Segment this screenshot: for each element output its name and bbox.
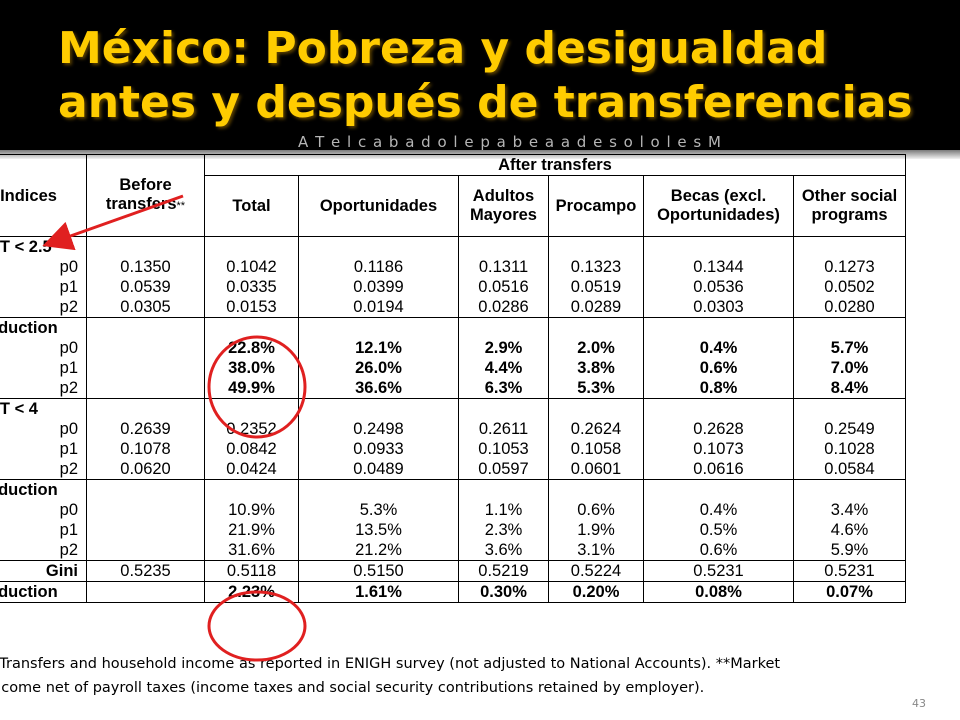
slide-title-line-1: México: Pobreza y desigualdad xyxy=(58,23,828,74)
annotation-circle-gini xyxy=(207,590,307,662)
annotation-circle-reduction xyxy=(207,335,307,439)
table-row: p2 49.9% 36.6% 6.3% 5.3% 0.8% 8.4% xyxy=(0,378,906,399)
section-reduction-fgt-4: Reduction xyxy=(0,479,87,500)
table-row: p1 0.1078 0.0842 0.0933 0.1053 0.1058 0.… xyxy=(0,439,906,459)
slide-title: México: Pobreza y desigualdad antes y de… xyxy=(58,22,938,130)
table-row: p2 0.0620 0.0424 0.0489 0.0597 0.0601 0.… xyxy=(0,459,906,480)
poverty-inequality-table: Indices Before transfers** After transfe… xyxy=(0,154,906,603)
table-row: p0 0.1350 0.1042 0.1186 0.1311 0.1323 0.… xyxy=(0,257,906,277)
table-row: p1 38.0% 26.0% 4.4% 3.8% 0.6% 7.0% xyxy=(0,358,906,378)
table-row: p1 0.0539 0.0335 0.0399 0.0516 0.0519 0.… xyxy=(0,277,906,297)
slide-title-line-2: antes y después de transferencias xyxy=(58,77,913,128)
table-row: p0 0.2639 0.2352 0.2498 0.2611 0.2624 0.… xyxy=(0,419,906,439)
header-before-mark: ** xyxy=(176,199,186,212)
section-gini: Gini xyxy=(0,560,87,582)
background-faded-text: A T e l c a b a d o l e p a b e a a d e … xyxy=(298,133,722,151)
table-row-gini-reduction: Reduction 2.23% 1.61% 0.30% 0.20% 0.08% … xyxy=(0,581,906,603)
page-number: 43 xyxy=(912,697,926,710)
title-bar xyxy=(0,0,960,150)
table-row: p2 31.6% 21.2% 3.6% 3.1% 0.6% 5.9% xyxy=(0,540,906,561)
section-reduction-fgt-2-5: Reduction xyxy=(0,317,87,338)
header-becas: Becas (excl. Oportunidades) xyxy=(643,175,794,237)
table-row: p2 0.0305 0.0153 0.0194 0.0286 0.0289 0.… xyxy=(0,297,906,318)
header-procampo: Procampo xyxy=(548,175,644,237)
header-other-programs: Other social programs xyxy=(793,175,906,237)
section-fgt-4: FGT < 4 xyxy=(0,398,87,419)
header-adultos-mayores: Adultos Mayores xyxy=(458,175,549,237)
footnote-line-2: income net of payroll taxes (income taxe… xyxy=(0,680,705,696)
header-after-transfers: After transfers xyxy=(204,154,906,176)
footnote-line-1: *Transfers and household income as repor… xyxy=(0,656,781,672)
annotation-arrow xyxy=(42,194,184,251)
table-row: p0 22.8% 12.1% 2.9% 2.0% 0.4% 5.7% xyxy=(0,338,906,358)
table-row: p0 10.9% 5.3% 1.1% 0.6% 0.4% 3.4% xyxy=(0,500,906,520)
footnote: *Transfers and household income as repor… xyxy=(0,652,935,700)
header-before-label: Before transfers xyxy=(105,175,177,213)
header-oportunidades: Oportunidades xyxy=(298,175,459,237)
table-row: p1 21.9% 13.5% 2.3% 1.9% 0.5% 4.6% xyxy=(0,520,906,540)
table-row-gini: Gini 0.5235 0.5118 0.5150 0.5219 0.5224 … xyxy=(0,560,906,582)
